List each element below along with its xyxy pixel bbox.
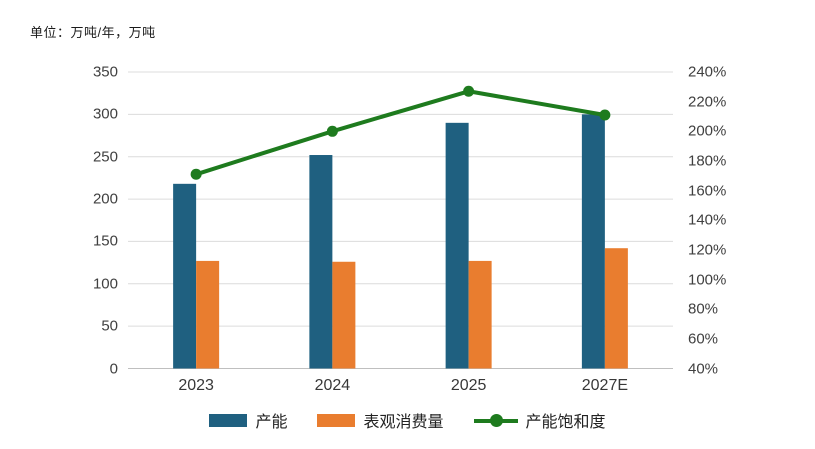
legend-label-capacity: 产能 xyxy=(255,414,288,431)
left-axis-tick: 350 xyxy=(92,63,118,81)
line-marker-2027E xyxy=(599,109,611,121)
consumption-swatch-icon xyxy=(317,413,356,427)
legend-label-consumption: 表观消费量 xyxy=(363,414,444,431)
plot-svg xyxy=(128,71,673,369)
line-marker-2024 xyxy=(326,125,338,137)
right-axis-tick: 200% xyxy=(688,122,727,140)
right-axis-tick: 120% xyxy=(688,241,727,259)
legend: 产能 表观消费量 产能饱和度 xyxy=(0,406,815,434)
right-axis-tick: 220% xyxy=(688,93,727,111)
right-axis-tick: 80% xyxy=(688,300,719,318)
bar-表观消费量-2025 xyxy=(468,260,492,369)
capacity-swatch-icon xyxy=(209,413,248,427)
bar-产能-2023 xyxy=(173,183,197,369)
left-axis-tick: 300 xyxy=(92,105,118,123)
right-axis-tick: 100% xyxy=(688,271,727,289)
left-axis-tick: 100 xyxy=(92,275,118,293)
bar-产能-2024 xyxy=(309,155,333,369)
x-axis-label-2024: 2024 xyxy=(314,377,351,394)
bar-表观消费量-2024 xyxy=(332,261,356,369)
bar-产能-2027E xyxy=(581,114,605,369)
right-axis-tick: 160% xyxy=(688,182,727,200)
chart-unit-label: 单位：万吨/年，万吨 xyxy=(30,25,156,40)
plot-area xyxy=(128,71,673,369)
right-axis-tick: 180% xyxy=(688,152,727,170)
right-axis-tick: 40% xyxy=(688,360,719,377)
bar-产能-2025 xyxy=(445,122,469,369)
right-axis-tick: 140% xyxy=(688,211,727,229)
left-axis-tick: 150 xyxy=(92,232,118,250)
legend-label-saturation: 产能饱和度 xyxy=(525,414,606,431)
legend-item-capacity: 产能 xyxy=(209,408,287,432)
saturation-line xyxy=(195,89,606,177)
left-axis-tick: 250 xyxy=(92,148,118,166)
right-axis-tick: 240% xyxy=(688,63,727,81)
saturation-line-swatch-icon xyxy=(473,413,518,427)
right-axis-tick: 60% xyxy=(688,330,719,348)
bar-表观消费量-2027E xyxy=(604,248,628,369)
x-axis-label-2025: 2025 xyxy=(450,377,487,394)
left-axis-tick: 0 xyxy=(109,360,118,377)
x-axis-label-2027E: 2027E xyxy=(581,377,629,394)
line-marker-2023 xyxy=(190,168,202,180)
x-axis-label-2023: 2023 xyxy=(178,377,214,394)
legend-item-saturation: 产能饱和度 xyxy=(473,408,606,432)
legend-item-consumption: 表观消费量 xyxy=(317,408,444,432)
line-marker-2025 xyxy=(463,85,475,97)
bar-表观消费量-2023 xyxy=(196,260,220,369)
left-axis-tick: 50 xyxy=(101,317,118,335)
left-axis-tick: 200 xyxy=(92,190,118,208)
